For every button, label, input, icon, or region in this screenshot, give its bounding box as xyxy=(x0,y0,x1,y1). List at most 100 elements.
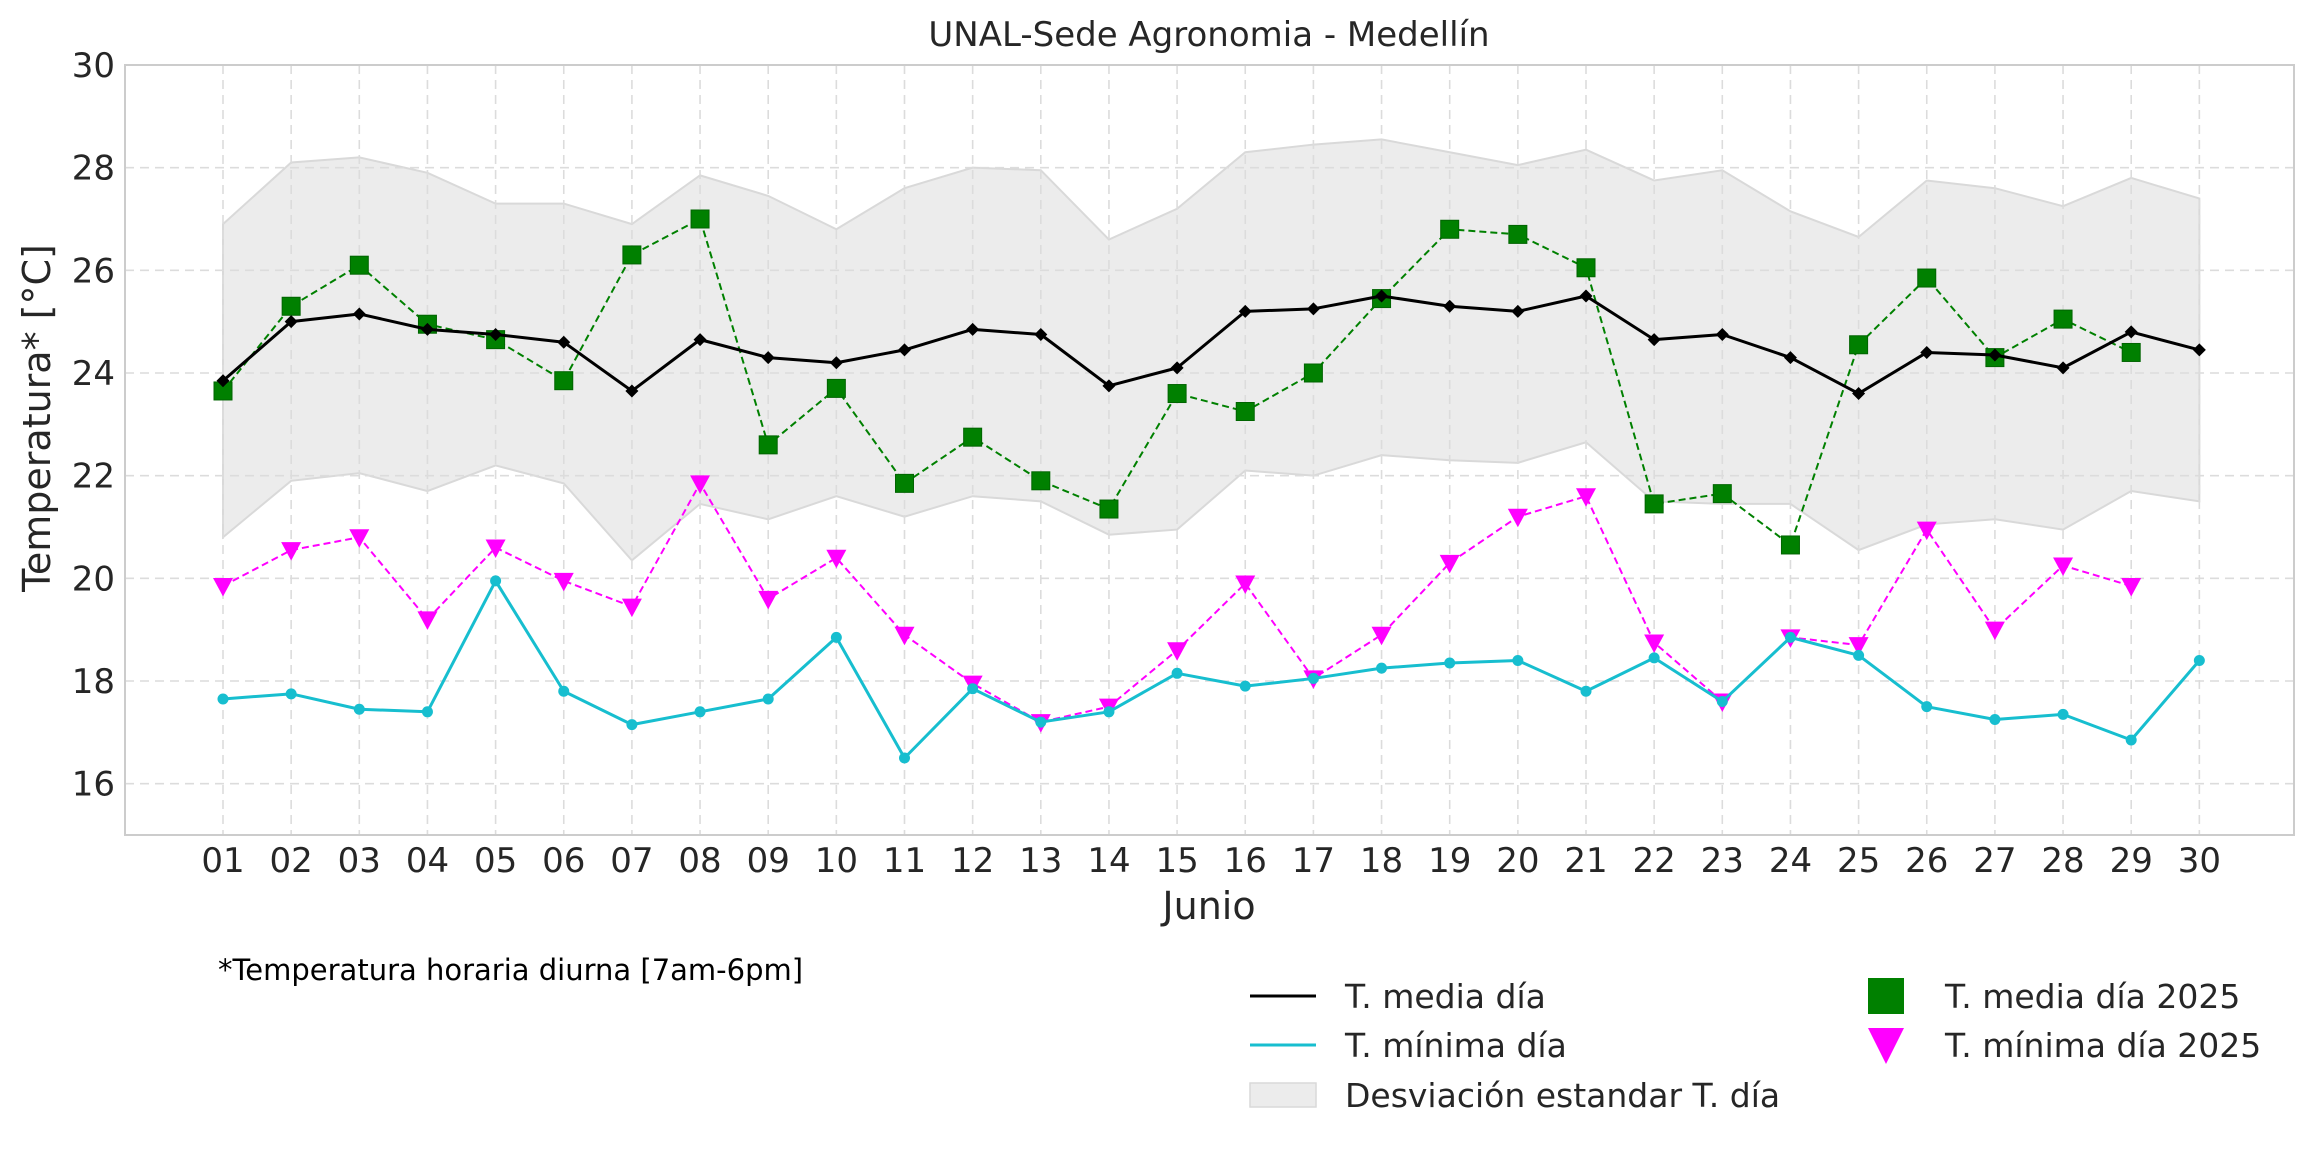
series-point-2 xyxy=(421,706,433,718)
x-axis-label: Junio xyxy=(1160,884,1255,928)
x-tick-label: 17 xyxy=(1292,841,1335,881)
series-point-3 xyxy=(349,255,369,275)
series-point-4 xyxy=(1167,642,1188,661)
series-point-2 xyxy=(558,685,570,697)
x-tick-label: 21 xyxy=(1564,841,1607,881)
series-point-2 xyxy=(1512,654,1524,666)
series-point-3 xyxy=(2053,309,2073,329)
plot-frame xyxy=(124,64,2295,836)
series-point-2 xyxy=(694,706,706,718)
y-tick-label: 20 xyxy=(72,559,115,599)
series-point-1 xyxy=(761,351,775,365)
series-point-2 xyxy=(1921,701,1933,713)
x-tick-label: 24 xyxy=(1769,841,1812,881)
series-point-2 xyxy=(762,693,774,705)
series-point-4 xyxy=(1984,621,2005,641)
series-point-1 xyxy=(1034,328,1048,341)
legend-swatch-minima-2025 xyxy=(1868,1028,1904,1064)
series-point-1 xyxy=(1852,387,1866,401)
x-tick-label: 16 xyxy=(1224,841,1267,881)
series-point-3 xyxy=(1849,335,1869,355)
series-point-1 xyxy=(2192,343,2206,357)
x-tick-label: 05 xyxy=(474,841,517,881)
y-tick-label: 22 xyxy=(72,457,115,497)
series-point-1 xyxy=(1715,328,1729,341)
x-tick-label: 12 xyxy=(951,841,994,881)
x-tick-label: 29 xyxy=(2110,841,2153,881)
series-line-1 xyxy=(222,294,2200,396)
series-point-2 xyxy=(830,631,842,643)
x-tick-label: 27 xyxy=(1973,841,2016,881)
y-tick-label: 30 xyxy=(72,46,115,86)
x-tick-label: 06 xyxy=(542,841,585,881)
series-point-3 xyxy=(1712,484,1732,504)
series-point-1 xyxy=(1783,351,1797,365)
series-point-2 xyxy=(1171,667,1183,679)
series-line-2 xyxy=(222,579,2201,760)
x-tick-label: 10 xyxy=(815,841,858,881)
series-point-3 xyxy=(1167,384,1187,404)
series-point-4 xyxy=(1507,508,1528,528)
series-point-1 xyxy=(284,315,298,329)
series-point-4 xyxy=(1235,575,1256,594)
series-point-3 xyxy=(1917,268,1937,288)
series-point-1 xyxy=(1375,289,1389,303)
series-point-4 xyxy=(1848,637,1869,656)
series-point-3 xyxy=(1235,402,1255,421)
series-point-1 xyxy=(1102,379,1116,393)
series-point-2 xyxy=(217,693,229,705)
x-tick-label: 20 xyxy=(1496,841,1539,881)
y-axis-label: Temperatura* [°C] xyxy=(15,244,59,593)
series-point-2 xyxy=(1648,652,1660,664)
series-point-4 xyxy=(417,611,438,630)
series-point-3 xyxy=(1644,494,1664,514)
series-point-1 xyxy=(420,322,434,336)
series-point-3 xyxy=(1031,471,1051,491)
series-point-4 xyxy=(621,598,642,618)
series-point-3 xyxy=(1303,363,1323,383)
x-tick-label: 19 xyxy=(1428,841,1471,881)
series-point-1 xyxy=(216,374,230,388)
x-tick-label: 13 xyxy=(1019,841,1062,881)
y-tick-label: 16 xyxy=(72,765,115,805)
series-point-1 xyxy=(1511,304,1525,318)
x-tick-label: 28 xyxy=(2041,841,2084,881)
series-point-1 xyxy=(2124,325,2138,339)
footnote: *Temperatura horaria diurna [7am-6pm] xyxy=(218,953,803,987)
y-tick-label: 18 xyxy=(72,662,115,702)
series-point-2 xyxy=(2193,654,2205,666)
series-point-1 xyxy=(1647,333,1661,347)
series-point-1 xyxy=(352,307,366,321)
series-point-2 xyxy=(353,703,365,715)
series-point-2 xyxy=(626,719,638,731)
legend-label: Desviación estandar T. día xyxy=(1345,1076,1780,1115)
series-point-4 xyxy=(1371,626,1392,646)
series-point-4 xyxy=(1576,488,1596,507)
series-point-4 xyxy=(826,549,847,569)
series-point-3 xyxy=(622,245,642,265)
legend-label: T. mínima día 2025 xyxy=(1944,1026,2261,1065)
x-tick-label: 15 xyxy=(1155,841,1198,881)
series-point-3 xyxy=(1099,499,1119,519)
series-point-4 xyxy=(690,475,711,494)
y-tick-label: 26 xyxy=(72,251,115,291)
series-point-3 xyxy=(758,435,778,455)
series-point-4 xyxy=(213,578,233,597)
x-tick-label: 22 xyxy=(1633,841,1676,881)
x-tick-label: 30 xyxy=(2178,841,2221,881)
series-point-4 xyxy=(485,539,506,559)
series-point-2 xyxy=(1103,706,1115,718)
x-tick-label: 04 xyxy=(406,841,449,881)
series-point-1 xyxy=(829,356,843,370)
x-tick-label: 18 xyxy=(1360,841,1403,881)
x-tick-label: 25 xyxy=(1837,841,1880,881)
series-point-2 xyxy=(1035,716,1047,728)
legend-label: T. mínima día xyxy=(1344,1026,1567,1065)
series-point-1 xyxy=(966,322,980,336)
series-point-2 xyxy=(967,683,979,695)
x-tick-label: 02 xyxy=(270,841,313,881)
series-point-1 xyxy=(1170,361,1184,375)
series-point-4 xyxy=(1439,554,1460,574)
series-point-2 xyxy=(1444,657,1456,669)
